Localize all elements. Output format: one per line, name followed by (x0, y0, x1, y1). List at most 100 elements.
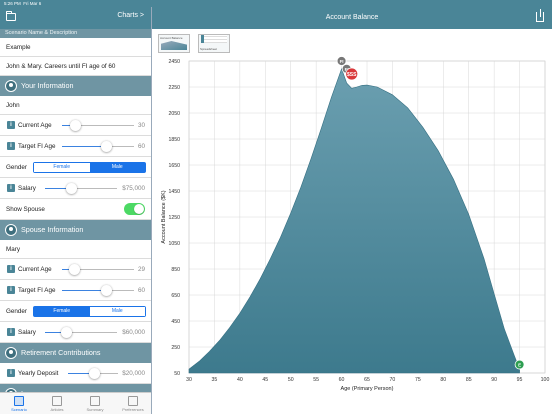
info-icon[interactable]: i (7, 286, 15, 294)
y-tick-label: 1850 (168, 137, 180, 143)
salary-slider-row: i Salary $75,000 (0, 178, 151, 199)
yearly-deposit-label: Yearly Deposit (18, 370, 59, 377)
x-tick-label: 85 (466, 377, 472, 383)
your-info-header[interactable]: Your Information (0, 76, 151, 96)
folder-icon[interactable] (6, 11, 16, 21)
spouse-info-title: Spouse Information (21, 225, 84, 234)
x-axis-label: Age (Primary Person) (341, 386, 394, 392)
account-balance-thumbnail[interactable]: Account Balance (158, 34, 190, 53)
info-icon[interactable]: i (7, 184, 15, 192)
tab-articles[interactable]: Articles (38, 393, 76, 414)
page-title: Account Balance (325, 14, 379, 21)
share-icon[interactable] (536, 9, 544, 22)
spouse-salary-slider-thumb[interactable] (61, 327, 72, 338)
person-icon (5, 224, 17, 236)
spouse-current-age-value: 29 (137, 266, 145, 273)
target-fi-age-value: 60 (137, 143, 145, 150)
yearly-deposit-slider-thumb[interactable] (89, 368, 100, 379)
salary-value: $75,000 (122, 185, 145, 192)
gear-icon (128, 396, 138, 406)
x-tick-label: 50 (288, 377, 294, 383)
spouse-target-fi-age-value: 60 (137, 287, 145, 294)
spouse-salary-label: Salary (18, 329, 36, 336)
retirement-contributions-header[interactable]: Retirement Contributions (0, 343, 151, 363)
slider-track (45, 188, 117, 189)
slider-fill (62, 125, 75, 126)
gender-male-option[interactable]: Male (89, 163, 145, 172)
spouse-target-fi-age-label: Target FI Age (18, 287, 56, 294)
current-age-value: 30 (137, 122, 145, 129)
y-tick-label: 1650 (168, 163, 180, 169)
spouse-salary-value: $60,000 (122, 329, 145, 336)
scenario-header: Scenario Name & Description (0, 29, 151, 38)
slider-track (45, 332, 117, 333)
x-tick-label: 60 (339, 377, 345, 383)
target-fi-age-slider-row: i Target FI Age 60 (0, 136, 151, 157)
account-balance-chart: 30 35 40 45 50 55 60 65 70 75 80 85 90 95 100 50 250 450 6… (161, 56, 549, 392)
show-spouse-label: Show Spouse (6, 206, 45, 213)
tab-scenario[interactable]: Scenario (0, 393, 38, 414)
spouse-target-fi-age-slider-row: i Target FI Age 60 (0, 280, 151, 301)
slider-fill (62, 290, 106, 291)
y-tick-label: 1450 (168, 189, 180, 195)
y-tick-label: 1250 (168, 215, 180, 221)
y-tick-label: 2450 (168, 59, 180, 65)
info-icon[interactable]: i (7, 265, 15, 273)
salary-label: Salary (18, 185, 36, 192)
slider-fill (45, 188, 71, 189)
slider-fill (62, 146, 106, 147)
tab-preferences[interactable]: Preferences (114, 393, 151, 414)
retirement-contributions-title: Retirement Contributions (21, 348, 101, 357)
spouse-current-age-slider-thumb[interactable] (69, 264, 80, 275)
clipboard-icon (90, 396, 100, 406)
spouse-salary-slider-row: i Salary $60,000 (0, 322, 151, 343)
slider-fill (62, 269, 74, 270)
tab-bar: Scenario Articles Summary Preferences (0, 392, 151, 414)
tab-articles-label: Articles (50, 407, 64, 412)
spouse-gender-male-option[interactable]: Male (89, 307, 145, 316)
piggy-bank-icon (5, 347, 17, 359)
gender-female-option[interactable]: Female (34, 163, 90, 172)
x-tick-label: 70 (390, 377, 396, 383)
chart-pane: Account Balance Account Balance Spreadsh… (152, 7, 552, 414)
marker-label: $SS (347, 72, 357, 78)
chart-icon (14, 396, 24, 406)
spouse-current-age-slider-row: i Current Age 29 (0, 259, 151, 280)
account-balance-thumbnail-label: Account Balance (160, 36, 183, 40)
x-tick-label: 35 (212, 377, 218, 383)
end-marker (514, 359, 525, 370)
gender-label: Gender (6, 164, 28, 171)
spouse-gender-female-option[interactable]: Female (34, 307, 90, 316)
y-tick-label: 50 (174, 371, 180, 377)
spouse-name-field[interactable]: Mary (0, 240, 151, 259)
scenario-description-field[interactable]: John & Mary. Careers until FI age of 60 (0, 57, 151, 76)
slider-fill (68, 373, 94, 374)
spreadsheet-thumbnail[interactable]: Spreadsheet (198, 34, 230, 53)
marker-label: E (518, 363, 521, 368)
info-icon[interactable]: i (7, 142, 15, 150)
info-icon[interactable]: i (7, 369, 15, 377)
y-tick-label: 2050 (168, 111, 180, 117)
info-icon[interactable]: i (7, 328, 15, 336)
scenario-pane: Charts > Scenario Name & Description Exa… (0, 7, 152, 414)
spouse-target-fi-age-slider-thumb[interactable] (101, 285, 112, 296)
charts-link[interactable]: Charts > (117, 12, 144, 19)
scenario-name-field[interactable]: Example (0, 38, 151, 57)
spreadsheet-thumbnail-label: Spreadsheet (200, 47, 218, 51)
spouse-info-header[interactable]: Spouse Information (0, 220, 151, 240)
target-fi-age-slider-thumb[interactable] (101, 141, 112, 152)
y-tick-label: 250 (171, 345, 180, 351)
tab-scenario-label: Scenario (11, 407, 27, 412)
tab-summary[interactable]: Summary (76, 393, 114, 414)
salary-slider-thumb[interactable] (66, 183, 77, 194)
show-spouse-row: Show Spouse (0, 199, 151, 220)
x-tick-label: 75 (415, 377, 421, 383)
info-icon[interactable]: i (7, 121, 15, 129)
x-tick-label: 45 (262, 377, 268, 383)
show-spouse-toggle[interactable] (124, 203, 145, 215)
y-tick-label: 1050 (168, 241, 180, 247)
current-age-slider-thumb[interactable] (70, 120, 81, 131)
slider-fill (45, 332, 67, 333)
your-name-field[interactable]: John (0, 96, 151, 115)
